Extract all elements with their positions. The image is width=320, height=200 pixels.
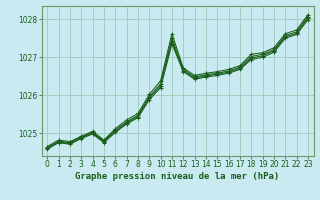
X-axis label: Graphe pression niveau de la mer (hPa): Graphe pression niveau de la mer (hPa) [76, 172, 280, 181]
